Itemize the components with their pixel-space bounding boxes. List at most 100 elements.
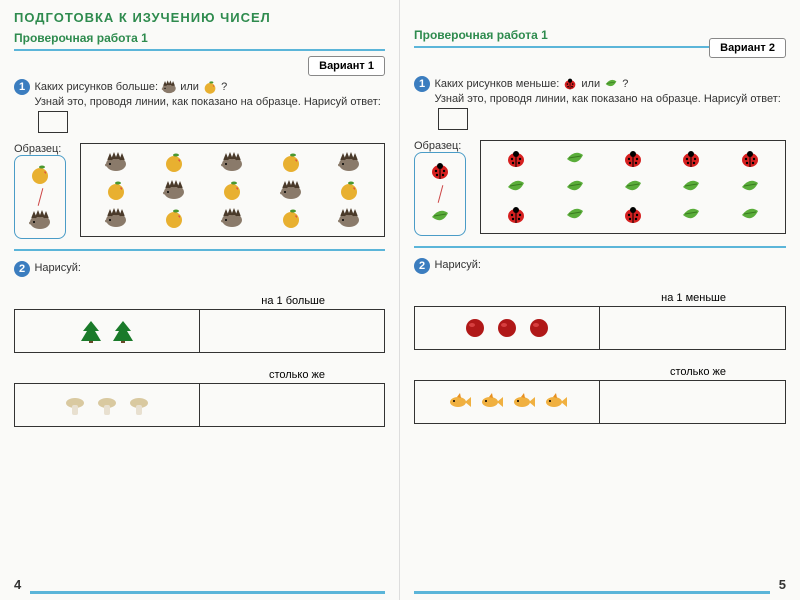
draw-section-2-right: столько же: [414, 366, 786, 424]
hedgehog-icon: [161, 79, 177, 95]
divider: [14, 49, 385, 51]
page-spread: ПОДГОТОВКА К ИЗУЧЕНИЮ ЧИСЕЛ Проверочная …: [0, 0, 800, 600]
answer-area[interactable]: [600, 307, 785, 349]
task-1-right: 1 Каких рисунков меньше: или ? Узнай это…: [414, 76, 786, 130]
apple-icon: [337, 178, 361, 202]
grid-row: [87, 206, 378, 230]
tree-icon: [111, 319, 135, 343]
page-number: 4: [14, 577, 21, 592]
given-items: [15, 384, 200, 426]
apple-icon: [279, 150, 303, 174]
fish-icon: [511, 390, 535, 414]
leaf-icon: [428, 205, 452, 229]
leaf-icon: [563, 203, 587, 227]
draw-box: [14, 383, 385, 427]
hedgehog-icon: [104, 206, 128, 230]
draw-label: столько же: [14, 369, 385, 381]
hedgehog-icon: [28, 208, 52, 232]
ladybug-icon: [504, 147, 528, 171]
fish-icon: [479, 390, 503, 414]
tree-icon: [79, 319, 103, 343]
task-2-text: Нарисуй:: [434, 258, 784, 273]
page-right: Проверочная работа 1 Вариант 2 1 Каких р…: [400, 0, 800, 600]
hedgehog-icon: [220, 150, 244, 174]
fish-icon: [447, 390, 471, 414]
mushroom-icon: [63, 393, 87, 417]
apple-icon: [104, 178, 128, 202]
hedgehog-icon: [162, 178, 186, 202]
ladybug-icon: [621, 203, 645, 227]
grid-row: [87, 178, 378, 202]
ball-icon: [463, 316, 487, 340]
given-items: [15, 310, 200, 352]
mushroom-icon: [95, 393, 119, 417]
task-1-text: Каких рисунков меньше: или ? Узнай это, …: [434, 76, 784, 130]
hedgehog-icon: [220, 206, 244, 230]
draw-section-1-right: на 1 меньше: [414, 292, 786, 350]
leaf-icon: [621, 175, 645, 199]
ladybug-icon: [679, 147, 703, 171]
example-label: Образец:: [414, 140, 474, 152]
apple-icon: [162, 206, 186, 230]
given-items: [415, 381, 600, 423]
task-1-text: Каких рисунков больше: или ? Узнай это, …: [34, 79, 383, 133]
task-number-badge: 1: [414, 76, 430, 92]
apple-icon: [162, 150, 186, 174]
grid-row: [487, 147, 779, 171]
task-number-badge: 1: [14, 79, 30, 95]
ladybug-icon: [504, 203, 528, 227]
leaf-icon: [603, 76, 619, 92]
comparison-grid-right: [480, 140, 786, 234]
draw-section-2-left: столько же: [14, 369, 385, 427]
leaf-icon: [679, 175, 703, 199]
example-line: [437, 185, 443, 203]
answer-box[interactable]: [438, 108, 468, 130]
leaf-icon: [738, 175, 762, 199]
hedgehog-icon: [337, 206, 361, 230]
example-box: [14, 155, 66, 239]
example-box: [414, 152, 466, 236]
task-2-right: 2 Нарисуй:: [414, 258, 786, 276]
ladybug-icon: [562, 76, 578, 92]
answer-area[interactable]: [600, 381, 785, 423]
hedgehog-icon: [337, 150, 361, 174]
answer-area[interactable]: [200, 310, 385, 352]
given-items: [415, 307, 600, 349]
page-number: 5: [779, 577, 786, 592]
apple-icon: [202, 79, 218, 95]
example-row-right: Образец:: [414, 140, 786, 236]
variant-tab-1: Вариант 1: [308, 56, 385, 76]
draw-box: [414, 380, 786, 424]
divider: [414, 246, 786, 248]
grid-row: [87, 150, 378, 174]
task-2-text: Нарисуй:: [34, 261, 383, 276]
task-1-left: 1 Каких рисунков больше: или ? Узнай это…: [14, 79, 385, 133]
page-left: ПОДГОТОВКА К ИЗУЧЕНИЮ ЧИСЕЛ Проверочная …: [0, 0, 400, 600]
answer-box[interactable]: [38, 111, 68, 133]
section-title: ПОДГОТОВКА К ИЗУЧЕНИЮ ЧИСЕЛ: [14, 10, 385, 25]
example-line: [37, 188, 43, 206]
bottom-bar: [30, 591, 385, 594]
draw-section-1-left: на 1 больше: [14, 295, 385, 353]
hedgehog-icon: [104, 150, 128, 174]
leaf-icon: [563, 175, 587, 199]
leaf-icon: [563, 147, 587, 171]
task-2-left: 2 Нарисуй:: [14, 261, 385, 279]
apple-icon: [28, 162, 52, 186]
fish-icon: [543, 390, 567, 414]
ladybug-icon: [621, 147, 645, 171]
leaf-icon: [738, 203, 762, 227]
answer-area[interactable]: [200, 384, 385, 426]
ladybug-icon: [738, 147, 762, 171]
hedgehog-icon: [279, 178, 303, 202]
apple-icon: [220, 178, 244, 202]
variant-tab-2: Вариант 2: [709, 38, 786, 58]
draw-box: [414, 306, 786, 350]
task-number-badge: 2: [14, 261, 30, 277]
leaf-icon: [504, 175, 528, 199]
apple-icon: [279, 206, 303, 230]
grid-row: [487, 203, 779, 227]
draw-box: [14, 309, 385, 353]
mushroom-icon: [127, 393, 151, 417]
ladybug-icon: [428, 159, 452, 183]
